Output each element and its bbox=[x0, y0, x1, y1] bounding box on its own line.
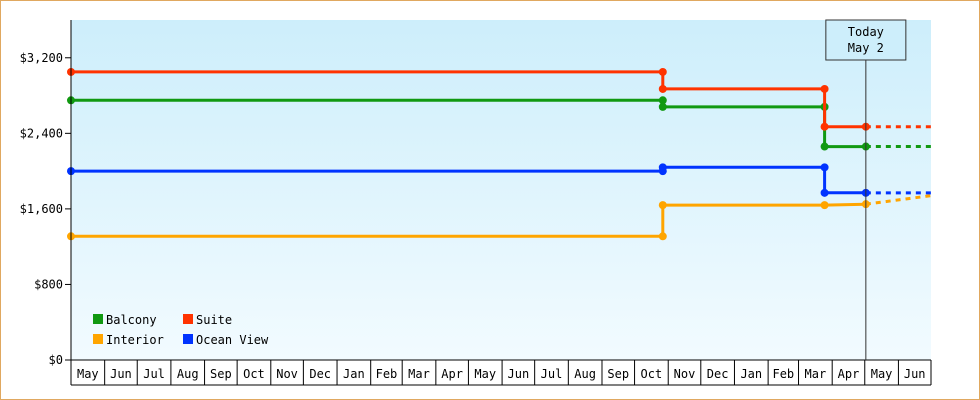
data-point bbox=[658, 102, 667, 111]
legend-label-balcony: Balcony bbox=[106, 313, 157, 327]
legend-swatch-suite bbox=[183, 314, 193, 324]
legend-label-interior: Interior bbox=[106, 333, 164, 347]
legend-swatch-interior bbox=[93, 334, 103, 344]
x-tick-label: Oct bbox=[641, 367, 663, 381]
legend-swatch-ocean-view bbox=[183, 334, 193, 344]
x-tick-label: Dec bbox=[707, 367, 729, 381]
x-tick-label: Jun bbox=[110, 367, 132, 381]
y-tick-label: $800 bbox=[34, 277, 63, 291]
data-point bbox=[658, 96, 667, 105]
data-point bbox=[820, 122, 829, 131]
today-label: Today bbox=[848, 25, 884, 39]
data-point bbox=[658, 84, 667, 93]
series-line-balcony bbox=[71, 98, 866, 149]
x-tick-label: Feb bbox=[376, 367, 398, 381]
x-tick-label: Feb bbox=[772, 367, 794, 381]
today-box bbox=[825, 19, 907, 61]
x-tick-label: Jan bbox=[740, 367, 762, 381]
x-tick-label: Mar bbox=[805, 367, 827, 381]
data-point bbox=[658, 67, 667, 76]
x-tick-label: May bbox=[474, 367, 496, 381]
x-tick-label: May bbox=[871, 367, 893, 381]
legend-label-suite: Suite bbox=[196, 313, 232, 327]
x-tick-label: Jul bbox=[541, 367, 563, 381]
x-tick-label: Sep bbox=[607, 367, 629, 381]
x-tick-label: Jun bbox=[904, 367, 926, 381]
series-line-suite bbox=[71, 70, 866, 129]
x-tick-label: Oct bbox=[243, 367, 265, 381]
x-tick-label: Nov bbox=[674, 367, 696, 381]
data-point bbox=[658, 232, 667, 241]
x-tick-label: May bbox=[77, 367, 99, 381]
data-point bbox=[658, 163, 667, 172]
data-point bbox=[658, 201, 667, 210]
x-tick-label: Sep bbox=[210, 367, 232, 381]
x-tick-label: Jan bbox=[343, 367, 365, 381]
x-tick-label: Aug bbox=[574, 367, 596, 381]
x-tick-label: Jul bbox=[143, 367, 165, 381]
x-tick-label: Apr bbox=[838, 367, 860, 381]
x-tick-label: Apr bbox=[441, 367, 463, 381]
x-tick-label: Dec bbox=[309, 367, 331, 381]
y-tick-label: $2,400 bbox=[20, 126, 63, 140]
y-tick-label: $1,600 bbox=[20, 202, 63, 216]
data-point bbox=[820, 188, 829, 197]
data-point bbox=[820, 84, 829, 93]
x-tick-label: Jun bbox=[508, 367, 530, 381]
x-tick-label: Mar bbox=[408, 367, 430, 381]
legend-swatch-balcony bbox=[93, 314, 103, 324]
plot-background bbox=[71, 20, 931, 360]
data-point bbox=[820, 142, 829, 151]
x-tick-label: Nov bbox=[276, 367, 298, 381]
x-tick-label: Aug bbox=[177, 367, 199, 381]
today-date: May 2 bbox=[848, 41, 884, 55]
data-point bbox=[820, 201, 829, 210]
data-point bbox=[820, 163, 829, 172]
series-line-ocean-view bbox=[71, 165, 866, 195]
y-tick-label: $3,200 bbox=[20, 51, 63, 65]
series-projection-interior bbox=[865, 194, 932, 206]
legend-label-ocean-view: Ocean View bbox=[196, 333, 269, 347]
y-tick-label: $0 bbox=[49, 353, 63, 367]
